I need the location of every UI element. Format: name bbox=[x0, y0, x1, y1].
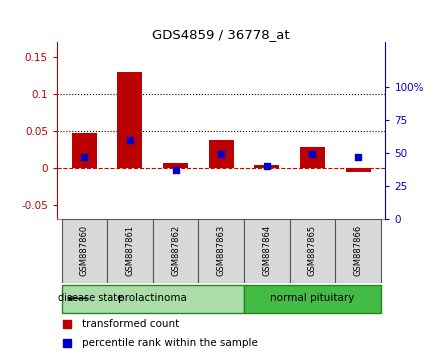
Text: percentile rank within the sample: percentile rank within the sample bbox=[81, 338, 258, 348]
Title: GDS4859 / 36778_at: GDS4859 / 36778_at bbox=[152, 28, 290, 41]
Point bbox=[127, 137, 134, 143]
Bar bbox=[290, 219, 335, 283]
Bar bbox=[335, 219, 381, 283]
Text: GSM887860: GSM887860 bbox=[80, 224, 89, 276]
Text: GSM887864: GSM887864 bbox=[262, 224, 271, 276]
Text: normal pituitary: normal pituitary bbox=[270, 293, 355, 303]
Bar bbox=[107, 219, 153, 283]
Text: GSM887863: GSM887863 bbox=[217, 224, 226, 276]
Text: GSM887865: GSM887865 bbox=[308, 224, 317, 276]
Bar bbox=[208, 140, 234, 168]
Point bbox=[263, 164, 270, 169]
Bar bbox=[300, 147, 325, 168]
Bar bbox=[61, 219, 107, 283]
Point bbox=[309, 152, 316, 157]
Point bbox=[355, 154, 362, 160]
Point bbox=[218, 152, 225, 157]
Bar bbox=[244, 285, 381, 314]
Text: GSM887866: GSM887866 bbox=[353, 224, 363, 276]
Bar bbox=[153, 219, 198, 283]
Bar bbox=[346, 168, 371, 172]
Text: GSM887862: GSM887862 bbox=[171, 224, 180, 276]
Point bbox=[172, 167, 179, 173]
Bar bbox=[163, 163, 188, 168]
Text: prolactinoma: prolactinoma bbox=[118, 293, 187, 303]
Bar bbox=[254, 165, 279, 168]
Text: disease state: disease state bbox=[58, 293, 123, 303]
Text: GSM887861: GSM887861 bbox=[125, 224, 134, 276]
Bar bbox=[244, 219, 290, 283]
Bar bbox=[198, 219, 244, 283]
Text: transformed count: transformed count bbox=[81, 319, 179, 329]
Bar bbox=[61, 285, 244, 314]
Bar bbox=[72, 133, 97, 168]
Bar bbox=[117, 72, 142, 168]
Point bbox=[81, 154, 88, 160]
